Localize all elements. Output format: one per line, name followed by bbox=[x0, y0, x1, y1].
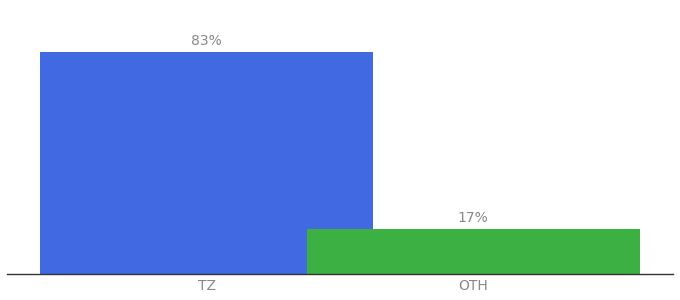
Text: 83%: 83% bbox=[191, 34, 222, 48]
Bar bbox=[307, 229, 640, 274]
Text: 17%: 17% bbox=[458, 211, 489, 225]
Bar bbox=[40, 52, 373, 274]
